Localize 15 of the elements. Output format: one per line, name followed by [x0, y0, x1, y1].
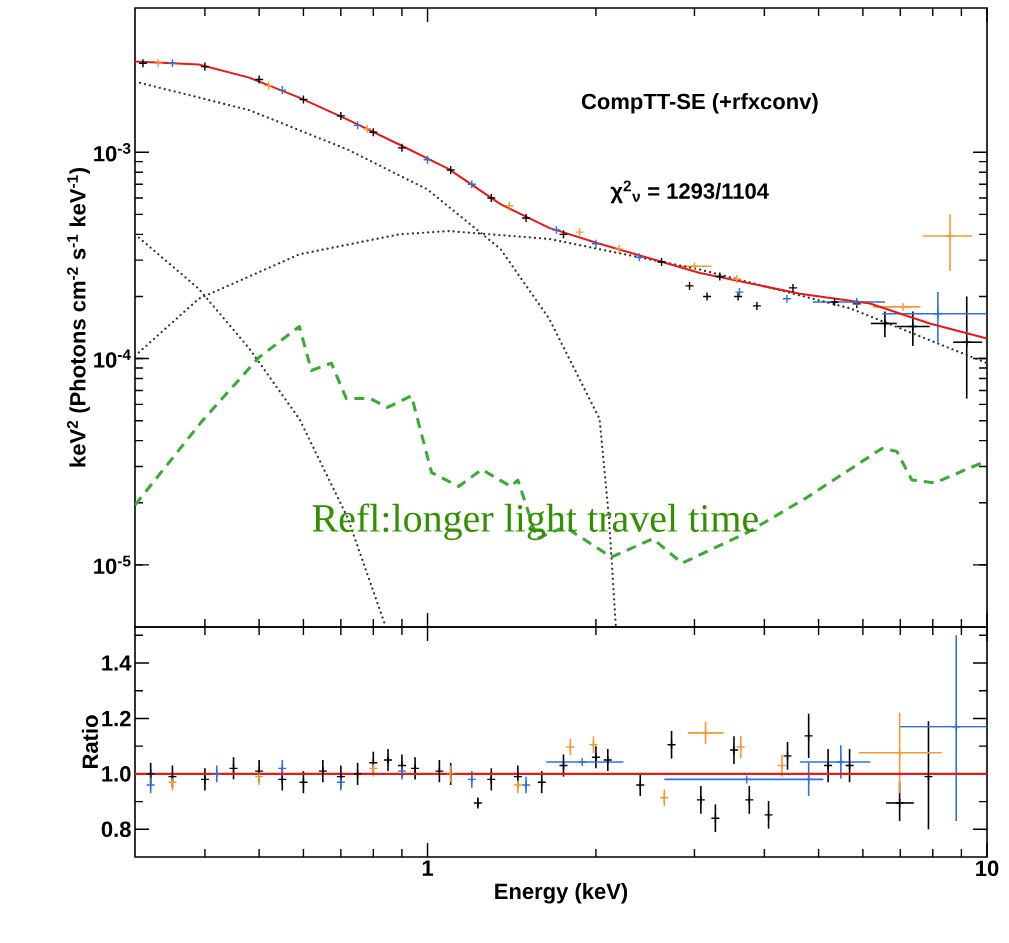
y-tick-label: 10$^{-5}$ [94, 555, 131, 575]
annotation: CompTT-SE (+rfxconv) [581, 93, 818, 114]
x-axis-title: Energy (keV) [495, 882, 628, 904]
annotation: χ$^{2}$$_{ν}$ = 1293/1104 [610, 180, 769, 204]
text: keV$^{2}$ (Photons cm$^{-2}$ s$^{-1}$ keV$^{-1}$) [67, 168, 90, 467]
annotation: Refl:longer light travel time [312, 503, 758, 541]
y-tick-label: 10$^{-3}$ [94, 142, 131, 162]
x-tick-label: 1 [422, 860, 434, 876]
y-tick-label: 1.4 [102, 655, 132, 671]
y-tick-label: 10$^{-4}$ [94, 349, 131, 368]
y-tick-label: 1.2 [102, 710, 131, 727]
x-tick-label: 10 [976, 860, 999, 877]
y-tick-label: 1.0 [102, 766, 131, 782]
y-axis-title: Ratio [81, 715, 99, 769]
y-tick-label: 0.8 [101, 821, 131, 838]
